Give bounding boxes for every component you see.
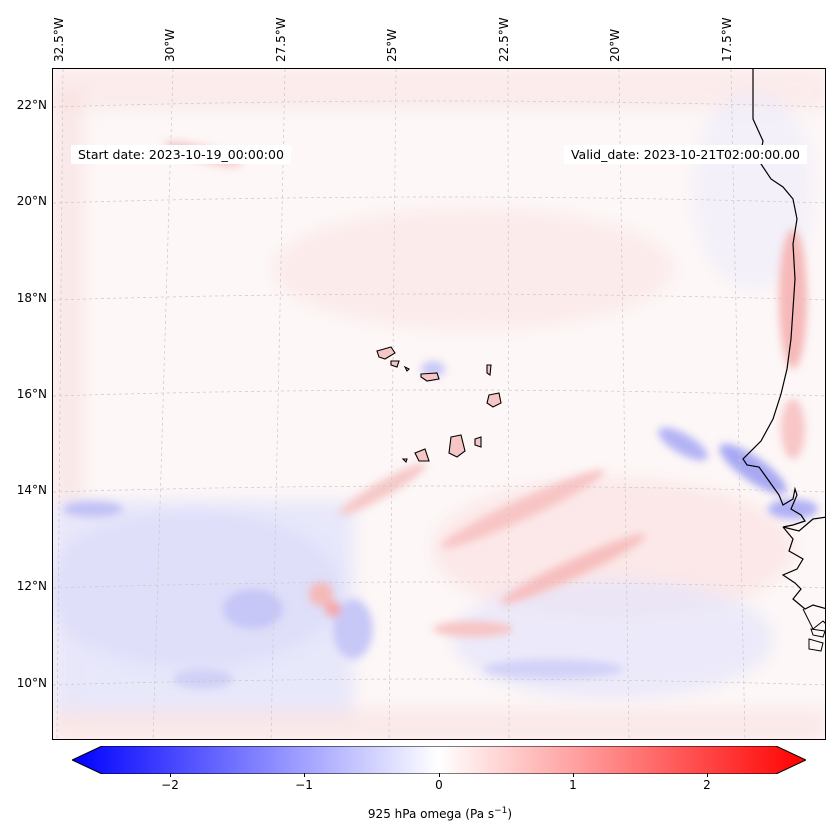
colorbar-label-close: ) bbox=[507, 807, 513, 821]
lat-label: 22°N bbox=[16, 98, 47, 112]
lon-label: 20°W bbox=[608, 28, 622, 62]
lon-label: 25°W bbox=[385, 28, 399, 62]
colorbar-tickmark bbox=[707, 773, 708, 777]
omega-field-map bbox=[53, 69, 825, 739]
lat-label: 18°N bbox=[16, 291, 47, 305]
lon-label: 22.5°W bbox=[497, 17, 511, 62]
colorbar-label-exponent: −1 bbox=[494, 806, 508, 816]
lon-label: 32.5°W bbox=[52, 17, 66, 62]
valid-date-label: Valid_date: 2023-10-21T02:00:00.00 bbox=[563, 145, 807, 164]
colorbar-tickmark bbox=[170, 773, 171, 777]
colorbar-label: 925 hPa omega (Pa s−1) bbox=[0, 806, 837, 821]
colorbar-tick: 2 bbox=[703, 778, 711, 792]
colorbar-tick: −2 bbox=[161, 778, 179, 792]
lat-label: 20°N bbox=[16, 194, 47, 208]
lat-label: 10°N bbox=[16, 676, 47, 690]
lon-label: 30°W bbox=[163, 28, 177, 62]
map-panel[interactable]: Start date: 2023-10-19_00:00:00 Valid_da… bbox=[52, 68, 826, 740]
colorbar-gradient bbox=[70, 745, 808, 775]
colorbar-tickmark bbox=[304, 773, 305, 777]
colorbar-tick: 1 bbox=[569, 778, 577, 792]
lon-label: 17.5°W bbox=[720, 17, 734, 62]
colorbar-label-text: 925 hPa omega (Pa s bbox=[367, 807, 495, 821]
colorbar-tickmark bbox=[439, 773, 440, 777]
start-date-label: Start date: 2023-10-19_00:00:00 bbox=[71, 145, 291, 164]
colorbar-tick: 0 bbox=[435, 778, 443, 792]
lat-label: 14°N bbox=[16, 483, 47, 497]
lat-label: 16°N bbox=[16, 387, 47, 401]
colorbar bbox=[70, 745, 808, 775]
lat-label: 12°N bbox=[16, 579, 47, 593]
colorbar-tick: −1 bbox=[295, 778, 313, 792]
lon-label: 27.5°W bbox=[274, 17, 288, 62]
colorbar-tickmark bbox=[573, 773, 574, 777]
